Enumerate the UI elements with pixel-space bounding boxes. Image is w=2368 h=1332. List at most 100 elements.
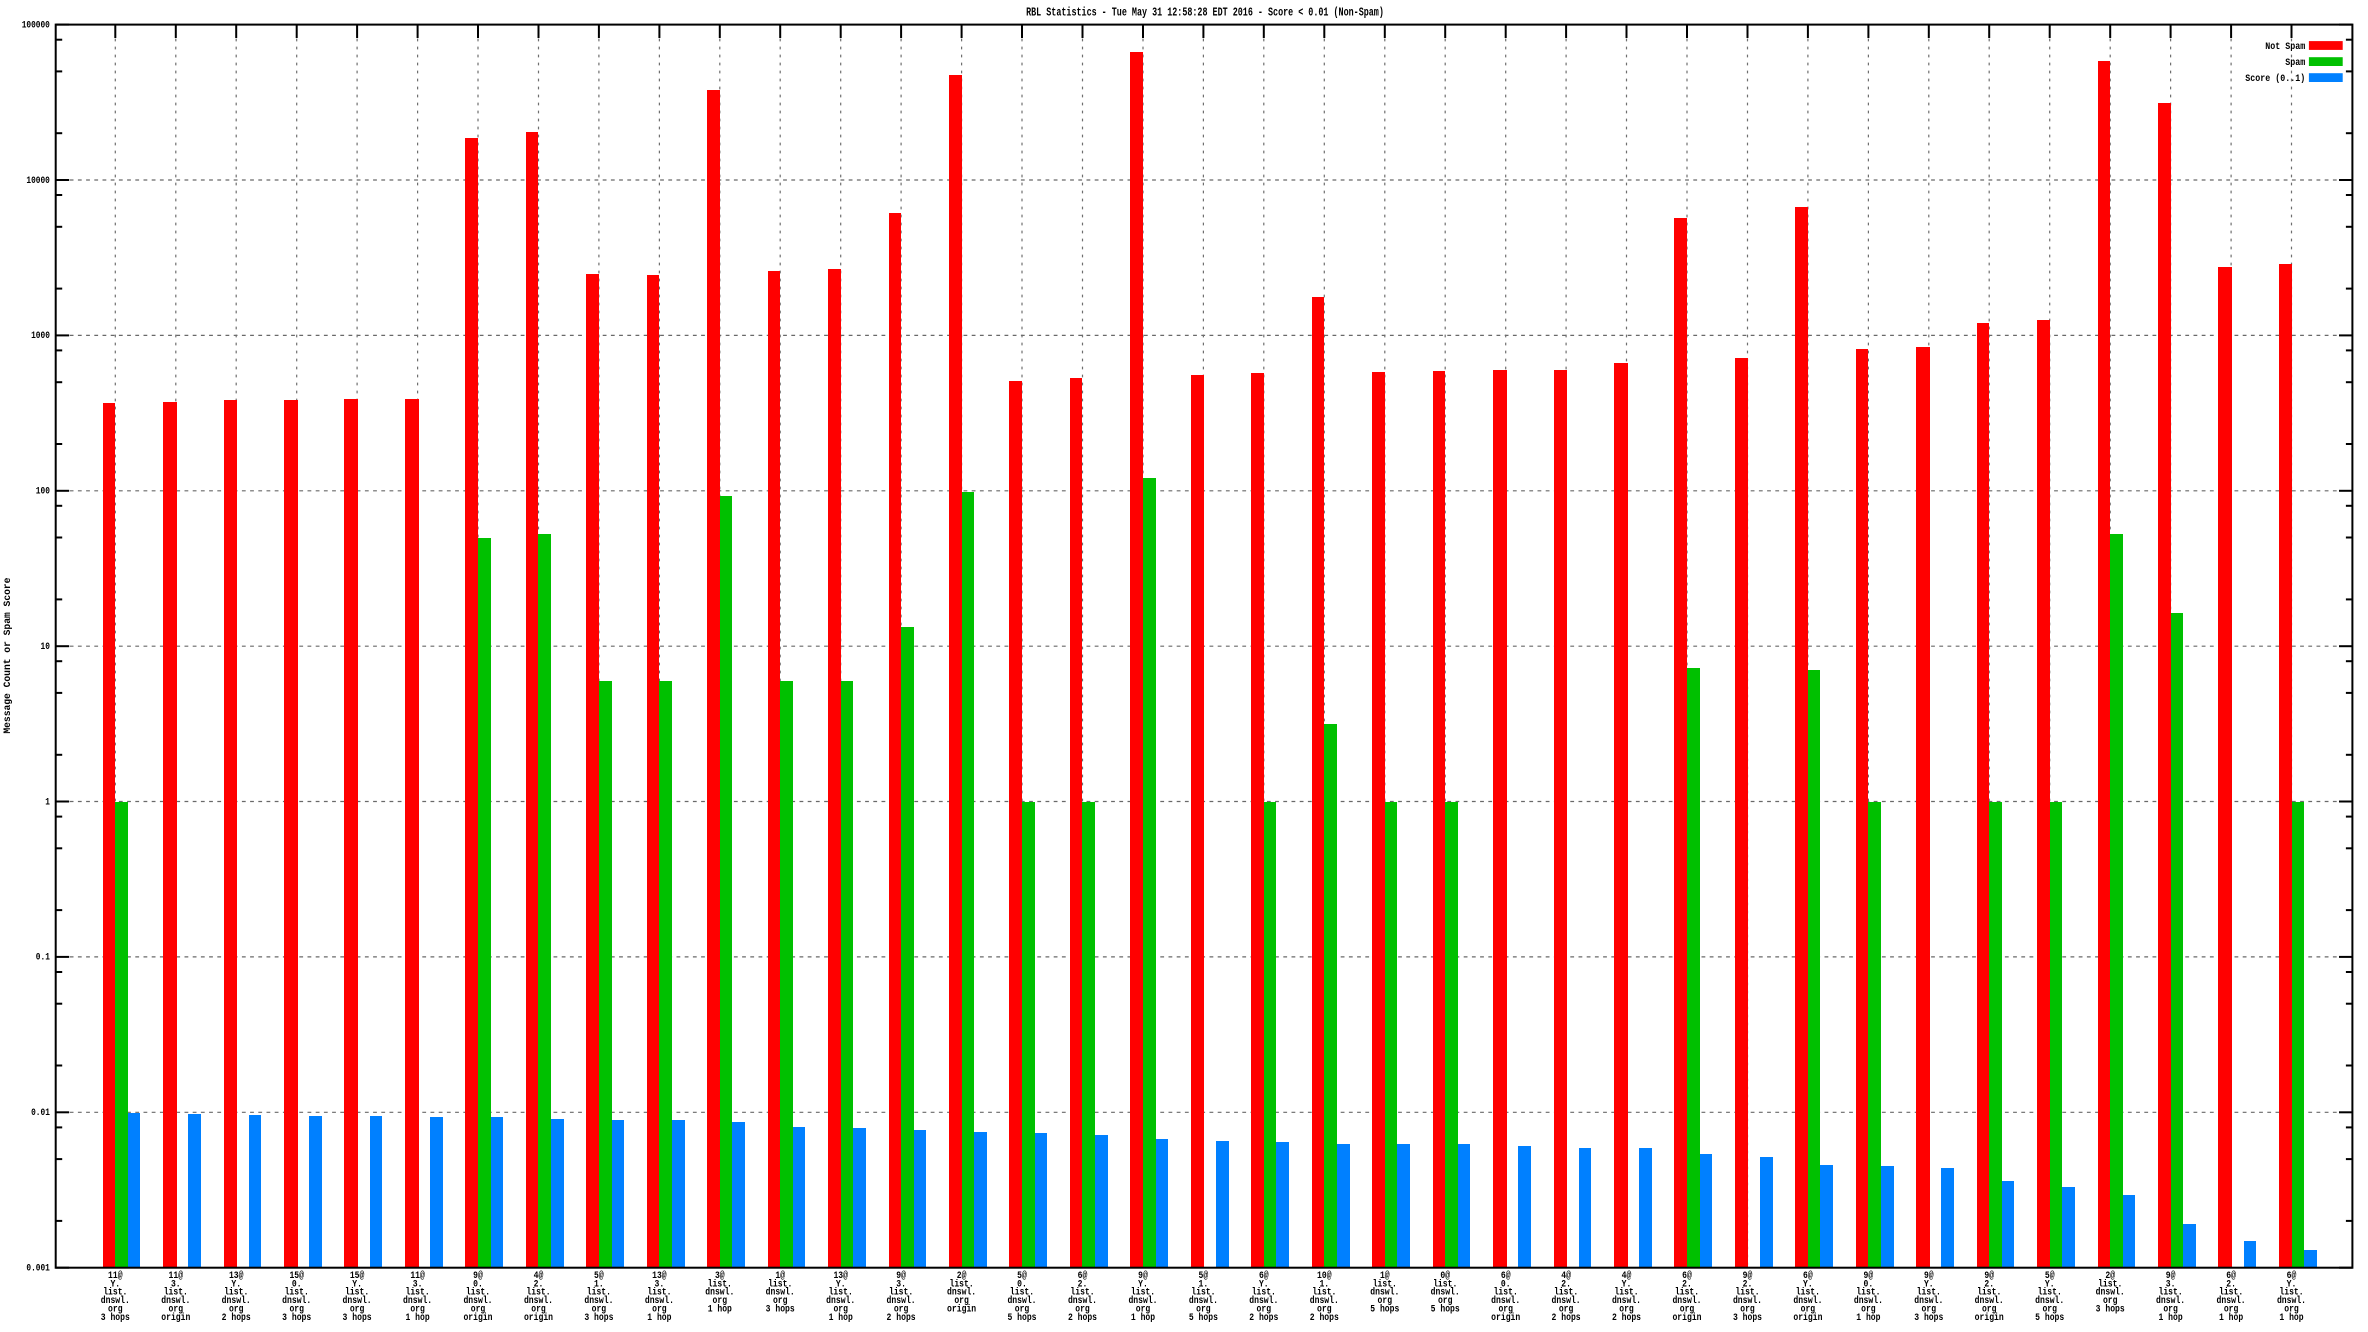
svg-text:5 hops: 5 hops: [1007, 1312, 1036, 1324]
svg-text:10000: 10000: [26, 176, 50, 187]
svg-text:4@: 4@: [1622, 1270, 1632, 1282]
svg-text:list.: list.: [1856, 1287, 1880, 1299]
svg-text:0.: 0.: [1017, 1279, 1027, 1290]
svg-text:list.: list.: [1433, 1278, 1457, 1290]
svg-text:dnswl.: dnswl.: [222, 1295, 251, 1307]
svg-text:dnswl.: dnswl.: [101, 1295, 130, 1307]
svg-text:0@: 0@: [1440, 1270, 1450, 1282]
svg-text:1@: 1@: [775, 1270, 785, 1282]
svg-text:5@: 5@: [2045, 1270, 2055, 1282]
svg-text:dnswl.: dnswl.: [1975, 1295, 2004, 1307]
svg-text:dnswl.: dnswl.: [343, 1295, 372, 1307]
svg-text:0.01: 0.01: [31, 1108, 50, 1119]
svg-text:1 hop: 1 hop: [2279, 1312, 2303, 1324]
svg-text:org: org: [1317, 1304, 1332, 1315]
svg-text:list.: list.: [1494, 1287, 1518, 1299]
svg-text:org: org: [1378, 1296, 1393, 1307]
svg-text:2.: 2.: [1984, 1279, 1994, 1290]
svg-text:Message Count or Spam Score: Message Count or Spam Score: [3, 578, 14, 734]
svg-text:dnswl.: dnswl.: [826, 1295, 855, 1307]
svg-text:dnswl.: dnswl.: [947, 1287, 976, 1299]
svg-text:dnswl.: dnswl.: [887, 1295, 916, 1307]
svg-text:org: org: [833, 1304, 848, 1315]
svg-text:list.: list.: [647, 1287, 671, 1299]
svg-text:9@: 9@: [473, 1270, 483, 1282]
svg-text:0.: 0.: [473, 1279, 483, 1290]
svg-text:origin: origin: [1975, 1312, 2004, 1324]
svg-text:6@: 6@: [2226, 1270, 2236, 1282]
svg-text:9@: 9@: [1743, 1270, 1753, 1282]
svg-text:dnswl.: dnswl.: [1552, 1295, 1581, 1307]
svg-text:org: org: [531, 1304, 546, 1315]
svg-text:6@: 6@: [1682, 1270, 1692, 1282]
svg-text:list.: list.: [466, 1287, 490, 1299]
svg-text:3 hops: 3 hops: [1914, 1312, 1943, 1324]
svg-text:1 hop: 1 hop: [406, 1312, 430, 1324]
svg-text:3.: 3.: [413, 1279, 423, 1290]
svg-text:0.: 0.: [1864, 1279, 1874, 1290]
svg-text:list.: list.: [1373, 1278, 1397, 1290]
svg-text:org: org: [954, 1296, 969, 1307]
svg-text:dnswl.: dnswl.: [1914, 1295, 1943, 1307]
svg-text:2.: 2.: [1682, 1279, 1692, 1290]
svg-text:list.: list.: [2219, 1287, 2243, 1299]
svg-text:100000: 100000: [22, 20, 50, 31]
svg-text:Score (0..1): Score (0..1): [2245, 73, 2305, 85]
svg-text:org: org: [1498, 1304, 1513, 1315]
svg-text:org: org: [410, 1304, 425, 1315]
svg-text:dnswl.: dnswl.: [463, 1295, 492, 1307]
svg-text:dnswl.: dnswl.: [1128, 1295, 1157, 1307]
svg-text:dnswl.: dnswl.: [1612, 1295, 1641, 1307]
svg-text:2 hops: 2 hops: [1552, 1312, 1581, 1324]
svg-text:org: org: [1922, 1304, 1937, 1315]
svg-text:dnswl.: dnswl.: [1007, 1295, 1036, 1307]
svg-text:list.: list.: [1917, 1287, 1941, 1299]
svg-text:Y.: Y.: [2045, 1279, 2055, 1290]
svg-text:1.: 1.: [1319, 1279, 1329, 1290]
svg-text:2@: 2@: [2105, 1270, 2115, 1282]
svg-text:3 hops: 3 hops: [101, 1312, 130, 1324]
svg-text:list.: list.: [1252, 1287, 1276, 1299]
svg-text:0.: 0.: [292, 1279, 302, 1290]
svg-text:org: org: [713, 1296, 728, 1307]
svg-text:org: org: [1015, 1304, 1030, 1315]
svg-text:list.: list.: [950, 1278, 974, 1290]
svg-text:6@: 6@: [1501, 1270, 1511, 1282]
svg-text:list.: list.: [2038, 1287, 2062, 1299]
svg-text:9@: 9@: [2166, 1270, 2176, 1282]
svg-text:dnswl.: dnswl.: [403, 1295, 432, 1307]
svg-text:list.: list.: [1554, 1287, 1578, 1299]
svg-text:org: org: [1680, 1304, 1695, 1315]
svg-text:5@: 5@: [594, 1270, 604, 1282]
svg-text:dnswl.: dnswl.: [2035, 1295, 2064, 1307]
svg-text:9@: 9@: [1138, 1270, 1148, 1282]
svg-text:Y.: Y.: [231, 1279, 241, 1290]
svg-text:6@: 6@: [2287, 1270, 2297, 1282]
svg-text:1 hop: 1 hop: [647, 1312, 671, 1324]
svg-text:9@: 9@: [896, 1270, 906, 1282]
svg-text:9@: 9@: [1984, 1270, 1994, 1282]
svg-text:list.: list.: [224, 1287, 248, 1299]
svg-text:Y.: Y.: [1803, 1279, 1813, 1290]
svg-text:1000: 1000: [31, 331, 50, 342]
svg-text:Y.: Y.: [1259, 1279, 1269, 1290]
svg-text:org: org: [2163, 1304, 2178, 1315]
svg-text:2 hops: 2 hops: [1612, 1312, 1641, 1324]
svg-text:2.: 2.: [1743, 1279, 1753, 1290]
svg-text:origin: origin: [947, 1303, 976, 1315]
svg-text:dnswl.: dnswl.: [1491, 1295, 1520, 1307]
svg-text:2.: 2.: [2226, 1279, 2236, 1290]
svg-text:3 hops: 3 hops: [282, 1312, 311, 1324]
svg-text:list.: list.: [1312, 1287, 1336, 1299]
svg-text:origin: origin: [524, 1312, 553, 1324]
svg-text:1 hop: 1 hop: [829, 1312, 853, 1324]
svg-text:list.: list.: [889, 1287, 913, 1299]
svg-text:origin: origin: [463, 1312, 492, 1324]
svg-text:origin: origin: [1491, 1312, 1520, 1324]
svg-text:1 hop: 1 hop: [708, 1303, 732, 1315]
svg-text:org: org: [773, 1296, 788, 1307]
svg-text:org: org: [1136, 1304, 1151, 1315]
svg-text:2 hops: 2 hops: [1310, 1312, 1339, 1324]
svg-text:RBL Statistics - Tue May 31 12: RBL Statistics - Tue May 31 12:58:28 EDT…: [1026, 5, 1384, 19]
svg-text:dnswl.: dnswl.: [1249, 1295, 1278, 1307]
